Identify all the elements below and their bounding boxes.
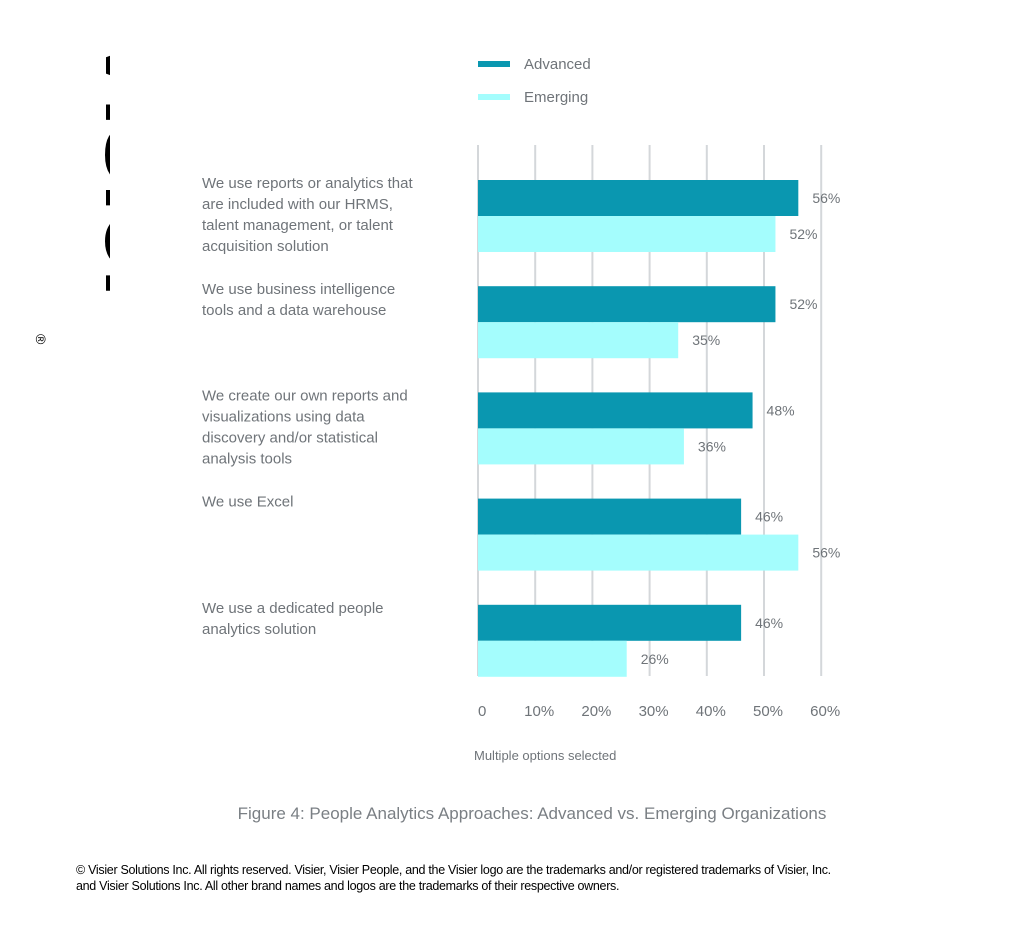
chart-note: Multiple options selected xyxy=(474,748,616,763)
data-label-advanced: 48% xyxy=(767,402,795,418)
data-label-advanced: 46% xyxy=(755,615,783,631)
x-tick-label: 40% xyxy=(696,703,726,720)
x-tick-label: 0 xyxy=(478,703,486,720)
copyright-line-2: and Visier Solutions Inc. All other bran… xyxy=(76,879,620,893)
visier-logo-wordmark: Visier xyxy=(82,28,110,309)
chart-legend: Advanced Emerging xyxy=(478,56,591,106)
registered-mark: ® xyxy=(33,334,49,345)
data-label-advanced: 56% xyxy=(812,190,840,206)
data-label-advanced: 46% xyxy=(755,509,783,525)
category-label: acquisition solution xyxy=(202,238,329,255)
category-label: analysis tools xyxy=(202,450,292,467)
data-label-emerging: 52% xyxy=(789,226,817,242)
data-label-emerging: 56% xyxy=(812,545,840,561)
bar-emerging xyxy=(478,428,684,465)
legend-label-emerging: Emerging xyxy=(524,89,588,106)
category-label: We create our own reports and xyxy=(202,387,408,404)
x-tick-label: 60% xyxy=(810,703,840,720)
category-label: tools and a data warehouse xyxy=(202,302,386,319)
bar-emerging xyxy=(478,534,799,571)
category-label: We use business intelligence xyxy=(202,281,395,298)
data-label-emerging: 26% xyxy=(641,651,669,667)
x-tick-label: 20% xyxy=(581,703,611,720)
category-label: are included with our HRMS, xyxy=(202,196,393,213)
bar-emerging xyxy=(478,640,627,677)
bar-advanced xyxy=(478,286,776,323)
category-label: We use a dedicated people xyxy=(202,600,384,617)
data-label-emerging: 35% xyxy=(692,332,720,348)
x-tick-label: 10% xyxy=(524,703,554,720)
bar-advanced xyxy=(478,180,799,216)
bar-advanced xyxy=(478,392,753,429)
x-tick-label: 50% xyxy=(753,703,783,720)
category-labels: We use reports or analytics that are incl… xyxy=(202,175,413,638)
bar-advanced xyxy=(478,604,742,641)
x-tick-label: 30% xyxy=(639,703,669,720)
copyright-line-1: © Visier Solutions Inc. All rights reser… xyxy=(76,863,831,877)
chart-bars: 56% 52% 52% 35% 48% 36% 46% 56% 46% 26% xyxy=(478,180,840,677)
category-label: We use reports or analytics that xyxy=(202,175,413,192)
category-label: visualizations using data xyxy=(202,408,365,425)
bar-emerging xyxy=(478,322,679,359)
category-label: We use Excel xyxy=(202,494,293,511)
data-label-advanced: 52% xyxy=(789,296,817,312)
visier-logo: Visier ® xyxy=(33,28,110,345)
x-axis-ticks: 0 10% 20% 30% 40% 50% 60% xyxy=(478,703,840,720)
category-label: discovery and/or statistical xyxy=(202,429,378,446)
copyright-footer: © Visier Solutions Inc. All rights reser… xyxy=(76,862,976,894)
data-label-emerging: 36% xyxy=(698,438,726,454)
bar-advanced xyxy=(478,498,742,535)
bar-emerging xyxy=(478,216,776,252)
legend-label-advanced: Advanced xyxy=(524,56,591,73)
category-label: talent management, or talent xyxy=(202,217,394,234)
category-label: analytics solution xyxy=(202,621,316,638)
figure-caption: Figure 4: People Analytics Approaches: A… xyxy=(237,804,827,823)
